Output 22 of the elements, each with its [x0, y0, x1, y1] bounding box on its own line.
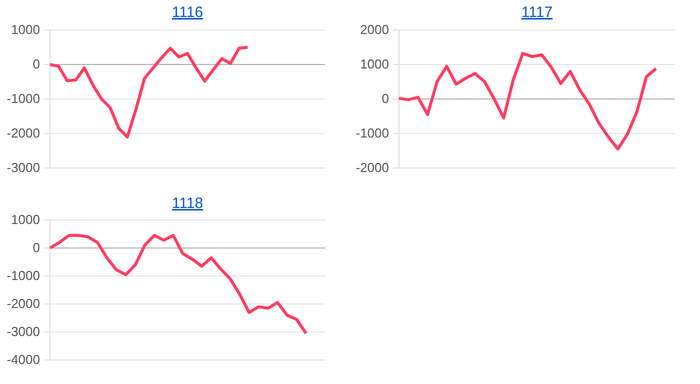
- line-series: [398, 52, 658, 151]
- y-tick-label: -4000: [6, 352, 40, 368]
- y-tick-label: -2000: [6, 126, 40, 141]
- y-tick-label: 1000: [11, 212, 40, 228]
- y-tick-label: 0: [32, 240, 40, 256]
- line-series: [48, 234, 308, 335]
- y-tick-label: 1000: [360, 56, 389, 72]
- y-tick-label: 2000: [360, 22, 389, 38]
- y-tick-label: -3000: [6, 324, 40, 340]
- y-tick-label: -1000: [356, 126, 389, 141]
- chart-title: 1117: [521, 4, 553, 21]
- line-series: [48, 46, 250, 138]
- y-tick-label: 0: [32, 56, 40, 72]
- y-tick-label: 1000: [11, 22, 40, 38]
- y-tick-label: -3000: [6, 160, 40, 176]
- y-tick-label: 0: [382, 91, 389, 106]
- y-tick-label: -1000: [6, 91, 40, 106]
- chart-title: 1118: [172, 195, 204, 212]
- chart-title: 1116: [172, 4, 204, 21]
- y-tick-label: -2000: [356, 160, 389, 176]
- y-tick-label: -1000: [6, 268, 40, 284]
- y-tick-label: -2000: [6, 296, 40, 312]
